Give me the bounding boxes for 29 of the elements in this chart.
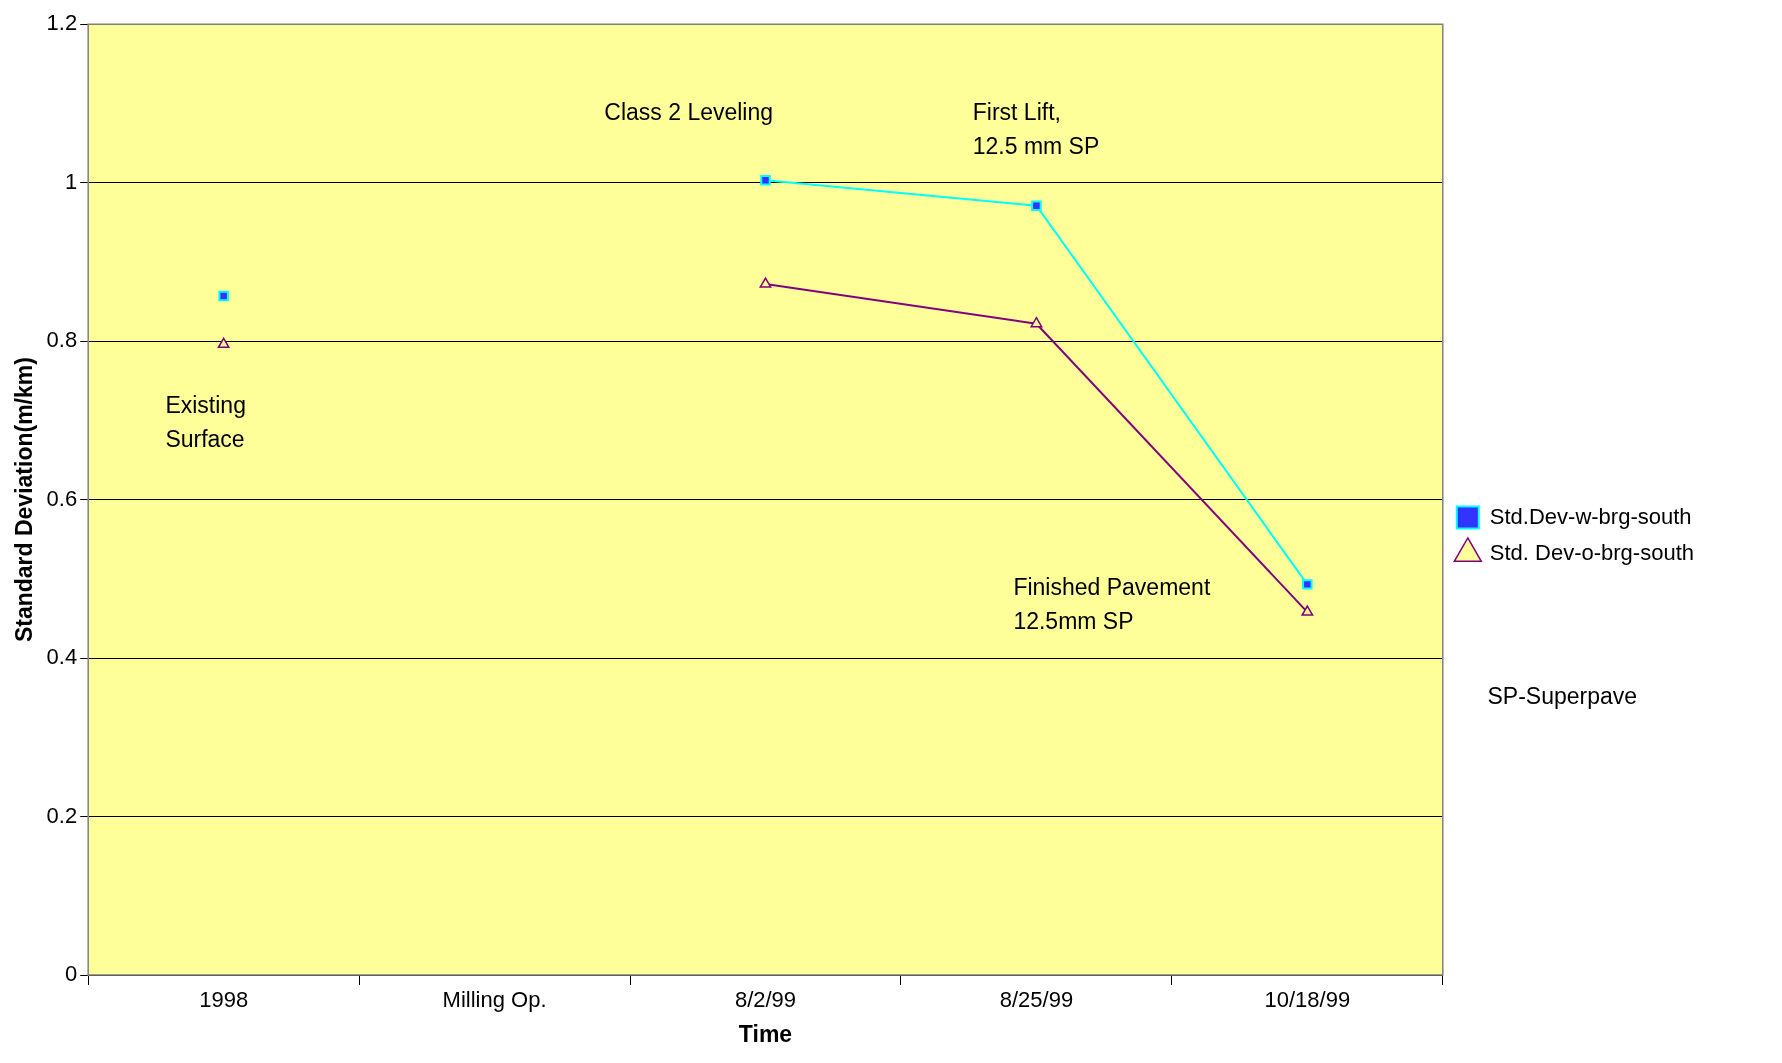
point bbox=[218, 290, 229, 302]
point bbox=[1031, 200, 1042, 211]
annotation: Existing Surface bbox=[165, 391, 246, 452]
annotation: First Lift, 12.5 mm SP bbox=[972, 99, 1100, 160]
x-tick-label: 10/18/99 bbox=[1264, 987, 1351, 1013]
x-tick-label: 8/2/99 bbox=[734, 987, 797, 1013]
text: SP-Superpave bbox=[1487, 682, 1638, 709]
point bbox=[217, 337, 230, 349]
point bbox=[1030, 316, 1043, 328]
x-axis-title: Time bbox=[738, 1020, 793, 1047]
point bbox=[759, 277, 772, 288]
point bbox=[760, 175, 771, 186]
x-tick-label: Milling Op. bbox=[442, 987, 547, 1013]
y-tick-label: 0.6 bbox=[46, 485, 78, 511]
y-tick-label: 0.8 bbox=[46, 327, 78, 353]
x-tick-label: 1998 bbox=[199, 987, 249, 1013]
point bbox=[1301, 605, 1314, 616]
annotation: Finished Pavement 12.5mm SP bbox=[1013, 574, 1211, 635]
annotation: Class 2 Leveling bbox=[604, 98, 774, 125]
x-tick-label: 8/25/99 bbox=[999, 987, 1074, 1013]
y-axis-title: Standard Deviation(m/km) bbox=[11, 357, 38, 643]
y-tick-label: 1 bbox=[64, 168, 78, 194]
y-tick-label: 1.2 bbox=[46, 10, 78, 36]
legend-label: Std.Dev-w-brg-south bbox=[1489, 503, 1692, 529]
y-tick-label: 0 bbox=[64, 961, 78, 987]
point bbox=[1302, 579, 1313, 590]
y-tick-label: 0.4 bbox=[46, 644, 78, 670]
legend-label: Std. Dev-o-brg-south bbox=[1489, 539, 1694, 565]
y-tick-label: 0.2 bbox=[46, 802, 78, 828]
